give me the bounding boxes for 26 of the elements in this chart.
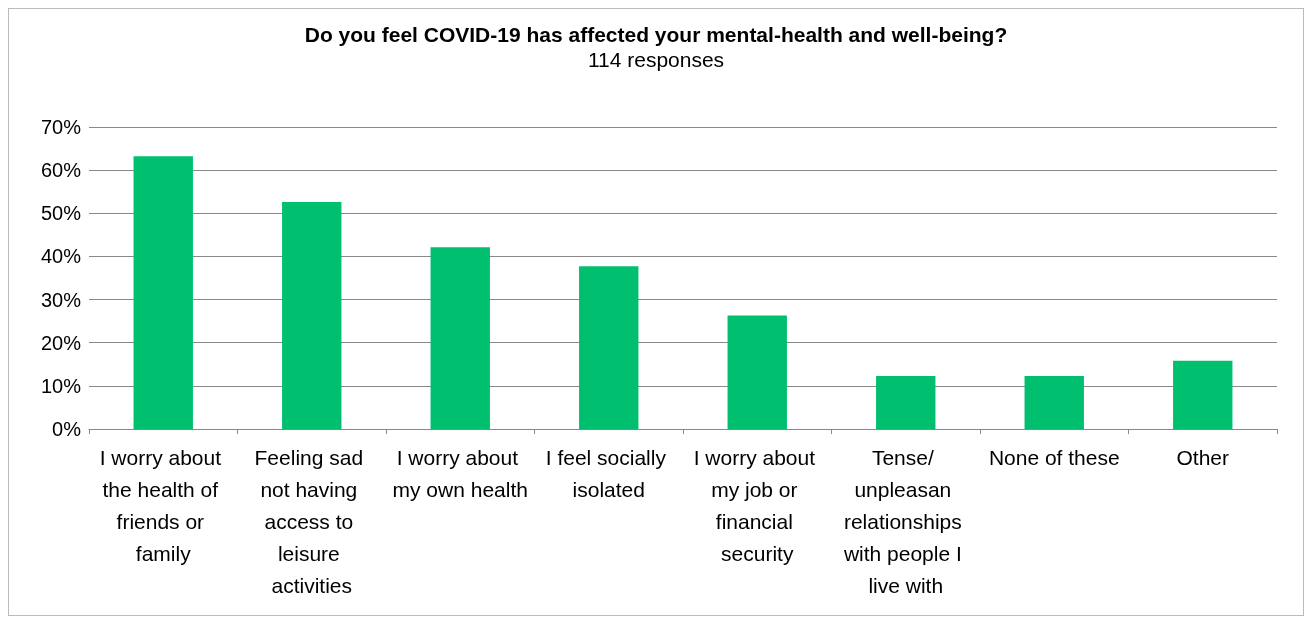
chart-subtitle: 114 responses <box>587 48 725 71</box>
y-tick-label: 20% <box>40 331 82 354</box>
y-tick-label: 60% <box>40 159 82 182</box>
chart-title: Do you feel COVID-19 has affected your mental-health and well-being? <box>304 23 1008 46</box>
bar <box>430 247 490 429</box>
y-tick-label: 10% <box>40 374 82 397</box>
bar <box>876 375 936 429</box>
x-tick-label: I worry about my job or financial security <box>693 445 821 565</box>
y-tick-label: 30% <box>40 288 82 311</box>
bar <box>133 156 193 429</box>
y-tick-label: 40% <box>40 245 82 268</box>
x-tick-label: I worry about my own health <box>392 445 528 501</box>
bar <box>727 315 787 429</box>
bar <box>282 202 342 429</box>
x-tick-label: Feeling sad not having access to leisure activities <box>254 445 369 597</box>
bar <box>579 266 639 429</box>
x-tick-label: None of these <box>988 445 1120 469</box>
y-tick-label: 70% <box>40 116 82 138</box>
x-tick-label: Other <box>1176 445 1230 469</box>
bar <box>1173 360 1233 429</box>
y-tick-label: 50% <box>40 202 82 225</box>
bar <box>1024 375 1084 429</box>
x-tick-label: I feel socially isolated <box>545 445 672 501</box>
y-tick-label: 0% <box>52 418 82 440</box>
x-tick-label: Tense/ unpleasan relationships with people I live with <box>842 445 968 597</box>
x-tick-label: I worry about the health of friends or family <box>99 445 227 565</box>
